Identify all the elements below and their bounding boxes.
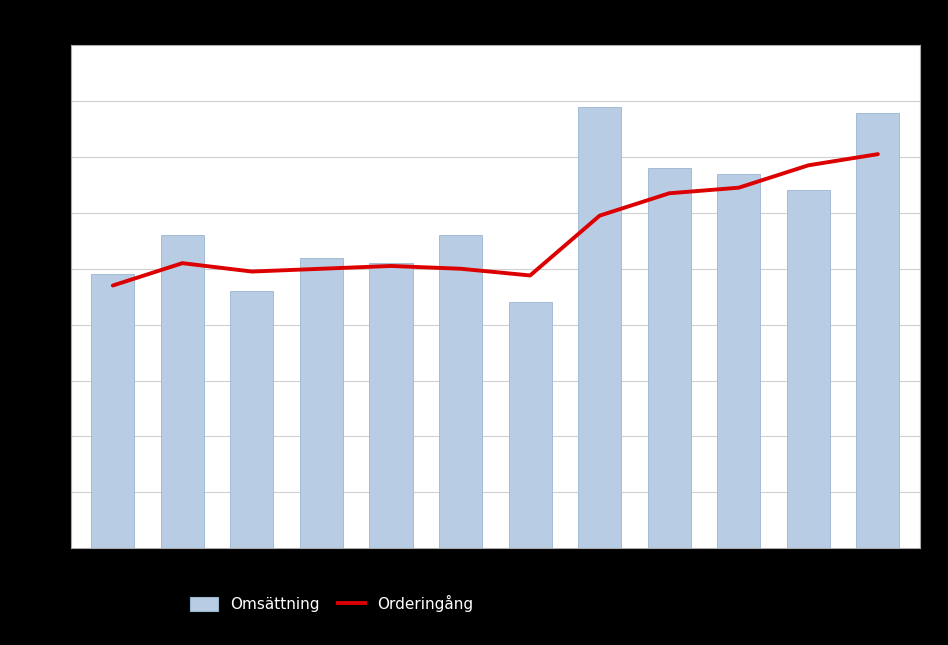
Legend: Omsättning, Orderingång: Omsättning, Orderingång [184, 589, 480, 618]
Bar [370, 263, 412, 548]
Bar [718, 174, 760, 548]
Bar [647, 168, 691, 548]
Bar [230, 291, 273, 548]
Bar [856, 114, 900, 548]
Bar [300, 257, 343, 548]
Bar [578, 106, 621, 548]
Bar [508, 303, 552, 548]
Bar [161, 235, 204, 548]
Bar [787, 190, 830, 548]
Bar [439, 235, 483, 548]
Bar [91, 274, 135, 548]
